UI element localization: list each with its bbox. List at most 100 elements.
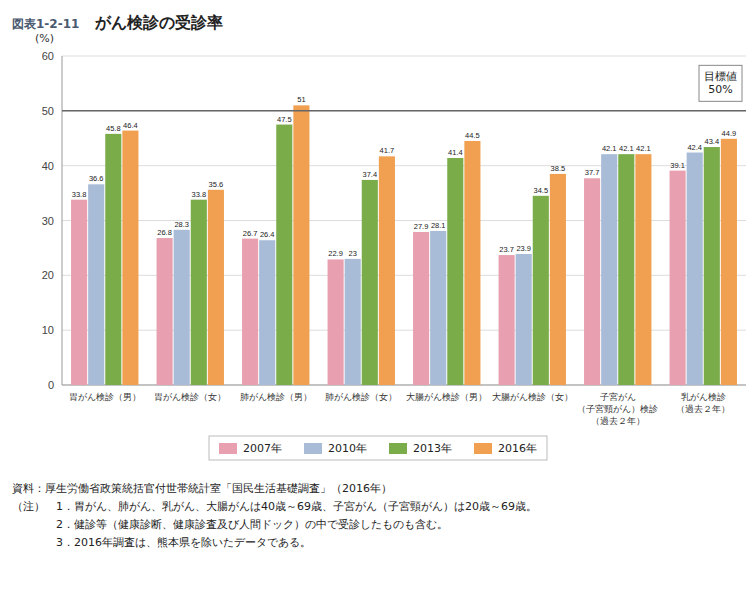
bar bbox=[464, 141, 480, 385]
data-label: 44.9 bbox=[722, 129, 737, 138]
data-label: 37.7 bbox=[585, 168, 600, 177]
data-label: 44.5 bbox=[465, 131, 480, 140]
x-tick-label: 子宮がん（子宮頸がん）検診（過去２年） bbox=[577, 392, 658, 426]
data-label: 33.8 bbox=[191, 190, 206, 199]
data-label: 41.7 bbox=[380, 146, 395, 155]
y-tick-label: 50 bbox=[42, 105, 54, 117]
data-label: 51 bbox=[297, 95, 305, 104]
data-label: 26.8 bbox=[157, 228, 172, 237]
data-label: 45.8 bbox=[106, 124, 121, 133]
note: （注） 1．胃がん、肺がん、乳がん、大腸がんは40歳～69歳、子宮がん（子宮頸が… bbox=[12, 500, 537, 513]
bar bbox=[345, 259, 361, 385]
bar bbox=[499, 255, 515, 385]
data-label: 26.7 bbox=[243, 229, 258, 238]
legend-swatch bbox=[389, 443, 407, 454]
bar bbox=[328, 259, 344, 385]
bar bbox=[293, 105, 309, 385]
x-tick-label: 大腸がん検診（男） bbox=[406, 392, 487, 402]
y-tick-label: 20 bbox=[42, 269, 54, 281]
chart: 図表1-2-11がん検診の受診率(%)010203040506033.826.8… bbox=[0, 0, 756, 614]
data-label: 23 bbox=[349, 249, 357, 258]
grid-line bbox=[62, 56, 746, 57]
data-label: 38.5 bbox=[551, 164, 566, 173]
data-label: 27.9 bbox=[414, 222, 429, 231]
y-tick-label: 60 bbox=[42, 50, 54, 62]
bar bbox=[105, 134, 121, 385]
data-label: 39.1 bbox=[670, 161, 685, 170]
bars bbox=[71, 105, 737, 385]
legend-label: 2013年 bbox=[413, 442, 452, 455]
x-tick-label: 肺がん検診（男） bbox=[240, 392, 312, 402]
note: 3．2016年調査は、熊本県を除いたデータである。 bbox=[12, 536, 311, 549]
title: がん検診の受診率 bbox=[94, 13, 223, 32]
legend-label: 2007年 bbox=[243, 442, 282, 455]
bar bbox=[157, 238, 173, 385]
grid-line bbox=[62, 110, 746, 111]
data-label: 43.4 bbox=[704, 137, 719, 146]
bar bbox=[259, 240, 275, 385]
bar bbox=[362, 180, 378, 385]
subtitle: 図表1-2-11 bbox=[12, 17, 79, 31]
target-label: 目標値50% bbox=[704, 70, 737, 96]
data-label: 46.4 bbox=[123, 121, 138, 130]
bar bbox=[670, 171, 686, 385]
data-label: 26.4 bbox=[260, 230, 275, 239]
bar bbox=[88, 184, 104, 385]
data-label: 36.6 bbox=[89, 174, 104, 183]
grid bbox=[62, 56, 746, 385]
x-tick-label: 乳がん検診（過去２年） bbox=[676, 392, 730, 414]
bar bbox=[122, 131, 138, 385]
bar bbox=[71, 200, 87, 385]
y-tick-label: 0 bbox=[48, 379, 54, 391]
note: 2．健診等（健康診断、健康診査及び人間ドック）の中で受診したものも含む。 bbox=[12, 518, 448, 531]
data-label: 47.5 bbox=[277, 115, 292, 124]
y-axis-label: (%) bbox=[35, 32, 54, 45]
legend-label: 2016年 bbox=[498, 442, 537, 455]
x-tick-label: 肺がん検診（女） bbox=[325, 392, 397, 402]
bar bbox=[601, 154, 617, 385]
y-tick-label: 30 bbox=[42, 215, 54, 227]
data-labels: 33.826.826.722.927.923.737.739.136.628.3… bbox=[72, 95, 736, 258]
bar bbox=[276, 125, 292, 385]
target-box: 目標値50% bbox=[699, 65, 742, 101]
bar bbox=[430, 231, 446, 385]
bar bbox=[618, 154, 634, 385]
y-tick-label: 40 bbox=[42, 160, 54, 172]
bar bbox=[584, 178, 600, 385]
data-label: 41.4 bbox=[448, 148, 463, 157]
data-label: 35.6 bbox=[209, 180, 224, 189]
target-line bbox=[62, 110, 746, 112]
data-label: 22.9 bbox=[328, 249, 343, 258]
y-axis-line bbox=[62, 56, 63, 385]
legend-label: 2010年 bbox=[328, 442, 367, 455]
data-label: 42.1 bbox=[602, 144, 617, 153]
data-label: 33.8 bbox=[72, 190, 87, 199]
legend-swatch bbox=[304, 443, 322, 454]
data-label: 42.1 bbox=[619, 144, 634, 153]
data-label: 23.9 bbox=[516, 244, 531, 253]
bar bbox=[447, 158, 463, 385]
bar bbox=[191, 200, 207, 385]
bar bbox=[242, 239, 258, 385]
x-tick-label: 胃がん検診（男） bbox=[69, 392, 141, 402]
data-label: 37.4 bbox=[362, 170, 377, 179]
bar bbox=[516, 254, 532, 385]
bar bbox=[208, 190, 224, 385]
bar bbox=[704, 147, 720, 385]
legend-swatch bbox=[474, 443, 492, 454]
bar bbox=[550, 174, 566, 385]
bar bbox=[635, 154, 651, 385]
x-tick-label: 大腸がん検診（女） bbox=[492, 392, 573, 402]
x-tick-label: 胃がん検診（女） bbox=[154, 392, 226, 402]
data-label: 28.1 bbox=[431, 221, 446, 230]
bar bbox=[379, 156, 395, 385]
target-box-frame bbox=[699, 65, 742, 101]
data-label: 42.4 bbox=[687, 143, 702, 152]
bar bbox=[533, 196, 549, 385]
data-label: 34.5 bbox=[533, 186, 548, 195]
note: 資料：厚生労働省政策統括官付世帯統計室「国民生活基礎調査」（2016年） bbox=[12, 482, 392, 495]
bar bbox=[687, 153, 703, 385]
bar bbox=[413, 232, 429, 385]
bar bbox=[721, 139, 737, 385]
data-label: 42.1 bbox=[636, 144, 651, 153]
